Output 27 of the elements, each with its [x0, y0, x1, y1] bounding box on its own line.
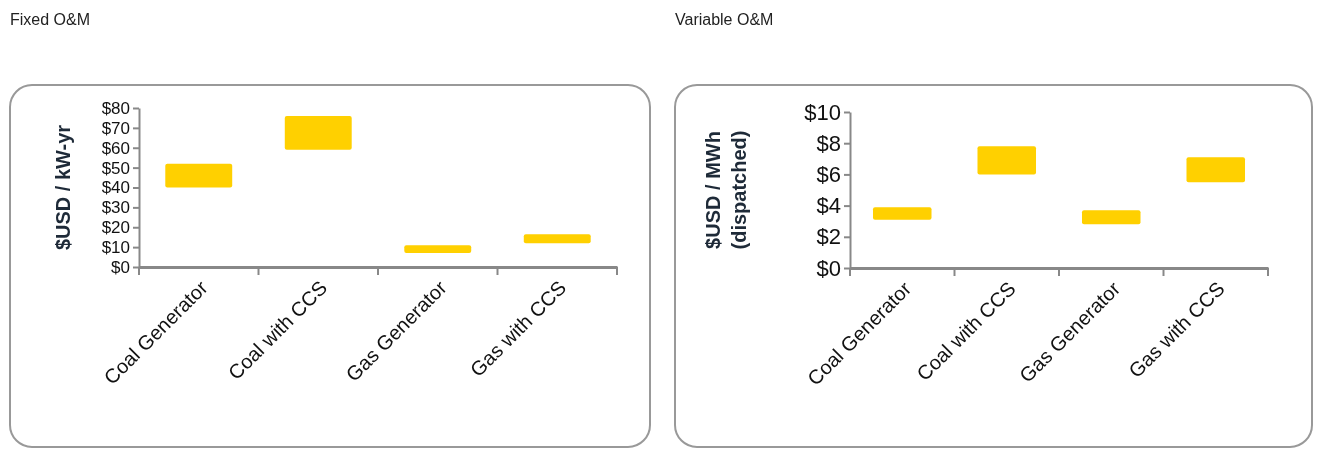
- y-tick-label: $8: [816, 130, 841, 156]
- y-tick-label: $0: [816, 255, 841, 281]
- y-tick-label: $20: [101, 218, 130, 238]
- bar: [523, 234, 591, 244]
- y-tick-label: $4: [816, 193, 841, 219]
- y-tick-label: $30: [101, 198, 130, 218]
- y-tick-label: $10: [101, 238, 130, 258]
- bar: [977, 146, 1037, 175]
- bar: [165, 163, 233, 188]
- bar: [1186, 157, 1246, 183]
- bar: [404, 245, 472, 254]
- y-axis-title: $USD / MWh (dispatched): [702, 130, 750, 250]
- chart-title: Variable O&M: [675, 11, 774, 28]
- y-tick-label: $2: [816, 224, 841, 250]
- y-axis-title: $USD / kW-yr: [52, 124, 74, 251]
- y-tick-label: $0: [111, 257, 130, 277]
- y-tick-label: $70: [101, 118, 130, 138]
- y-tick-label: $6: [816, 161, 841, 187]
- y-tick-label: $50: [101, 158, 130, 178]
- y-tick-label: $80: [101, 98, 130, 118]
- bar: [872, 207, 932, 220]
- bar: [284, 115, 352, 150]
- chart-title: Fixed O&M: [10, 11, 91, 28]
- y-tick-label: $40: [101, 178, 130, 198]
- bar: [1081, 210, 1141, 225]
- y-tick-label: $60: [101, 138, 130, 158]
- y-tick-label: $10: [804, 99, 841, 125]
